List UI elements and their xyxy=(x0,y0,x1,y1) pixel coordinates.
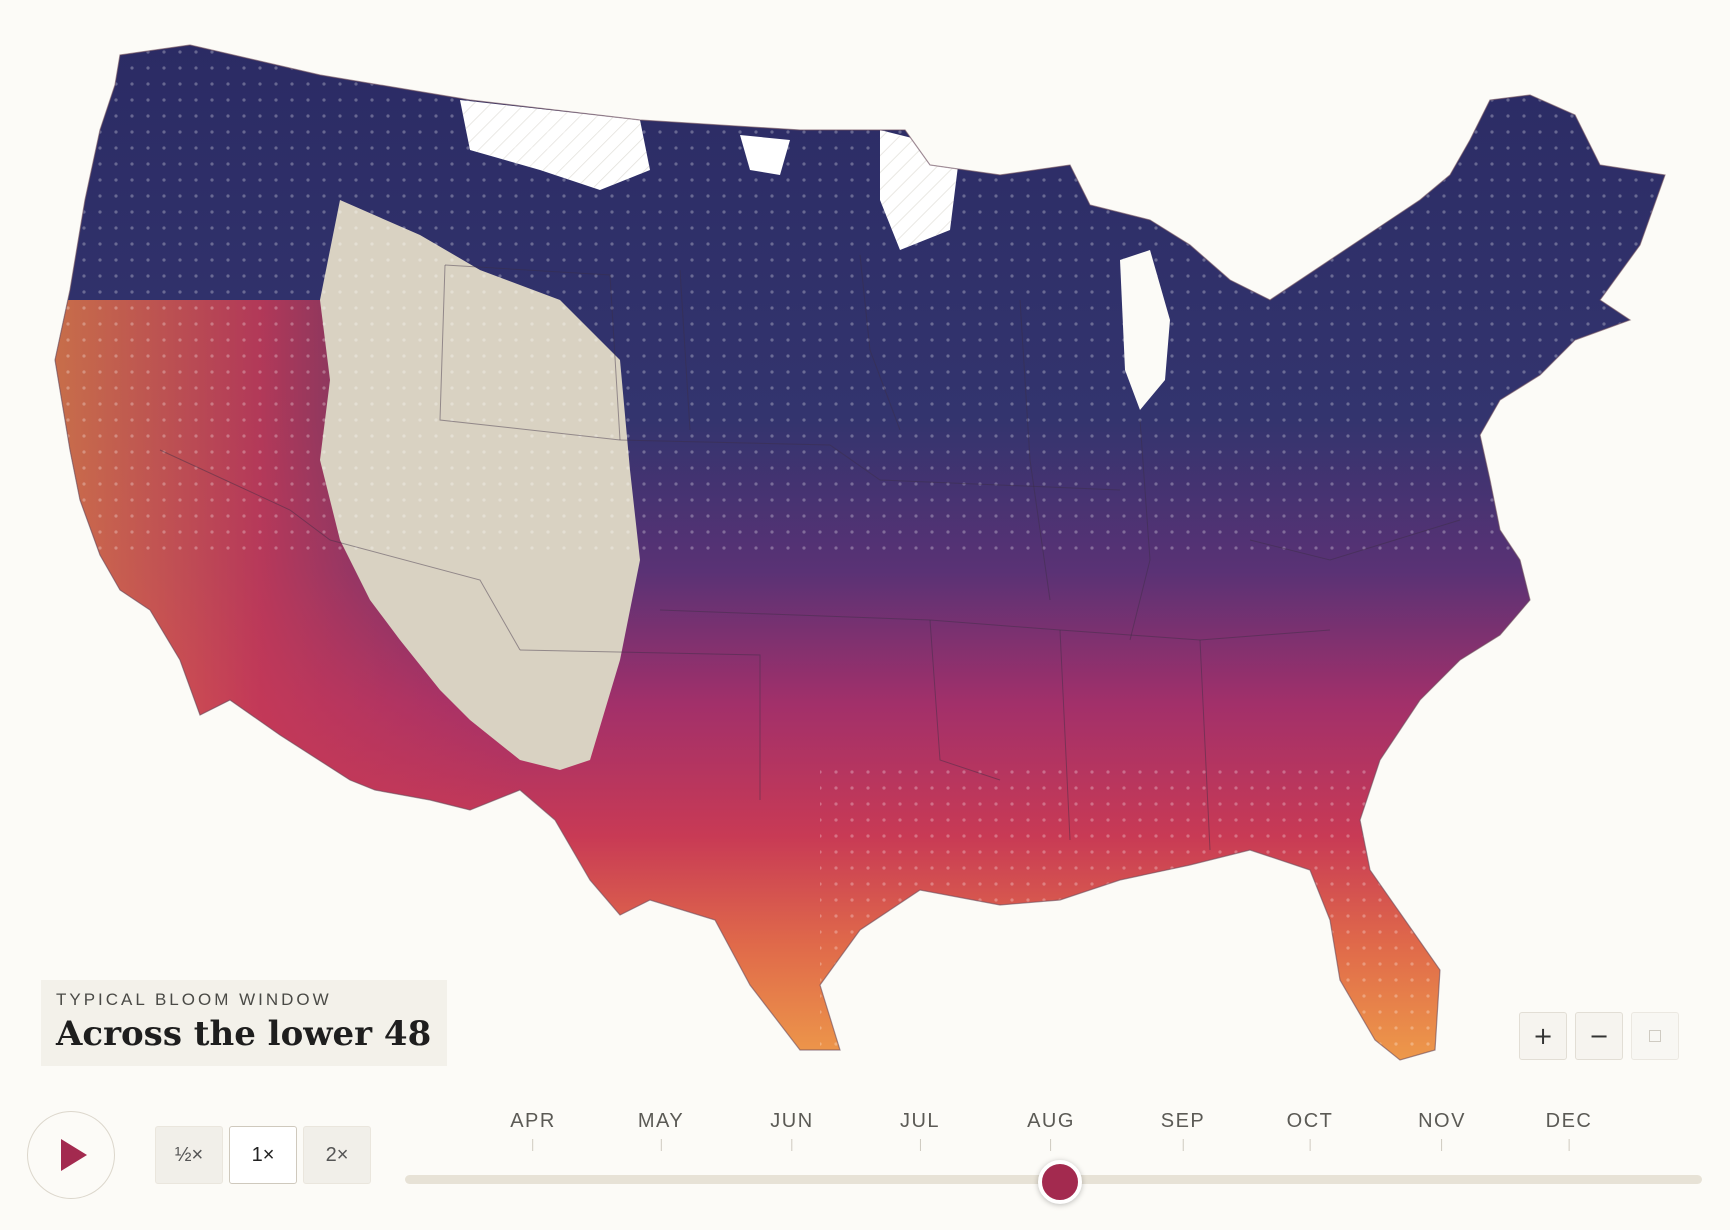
map-title-card: TYPICAL BLOOM WINDOW Across the lower 48 xyxy=(41,980,448,1066)
speed-selector: ½× 1× 2× xyxy=(155,1126,371,1184)
map-kicker: TYPICAL BLOOM WINDOW xyxy=(56,990,332,1009)
zoom-in-button[interactable]: + xyxy=(1519,1012,1567,1060)
play-icon xyxy=(61,1139,87,1171)
month-tick xyxy=(660,1139,662,1151)
month-label: SEP xyxy=(1160,1110,1206,1132)
map-title: Across the lower 48 xyxy=(56,1014,432,1054)
month-oct[interactable]: OCT xyxy=(1287,1110,1334,1151)
timeline-handle[interactable] xyxy=(1038,1160,1082,1204)
month-dec[interactable]: DEC xyxy=(1546,1110,1593,1151)
month-nov[interactable]: NOV xyxy=(1418,1110,1466,1151)
month-apr[interactable]: APR xyxy=(510,1110,556,1151)
month-label: JUN xyxy=(770,1110,814,1132)
month-aug[interactable]: AUG xyxy=(1027,1110,1075,1151)
month-tick xyxy=(919,1139,921,1151)
month-tick xyxy=(1182,1139,1184,1151)
month-tick xyxy=(1568,1139,1570,1151)
speed-1x-button[interactable]: 1× xyxy=(229,1126,297,1184)
state-borders xyxy=(159,254,1461,851)
reset-view-button[interactable] xyxy=(1631,1012,1679,1060)
month-label: AUG xyxy=(1027,1110,1075,1132)
month-may[interactable]: MAY xyxy=(638,1110,684,1151)
month-label: JUL xyxy=(899,1110,941,1132)
month-tick xyxy=(791,1139,793,1151)
month-label: APR xyxy=(510,1110,556,1132)
month-jul[interactable]: JUL xyxy=(900,1110,940,1151)
us-map xyxy=(54,44,1666,1061)
month-timeline: APR MAY JUN JUL AUG SEP OCT NOV xyxy=(405,1110,1705,1220)
speed-2x-button[interactable]: 2× xyxy=(303,1126,371,1184)
month-jun[interactable]: JUN xyxy=(770,1110,813,1151)
month-label: NOV xyxy=(1418,1110,1466,1132)
month-tick xyxy=(1441,1139,1443,1151)
zoom-out-button[interactable]: − xyxy=(1575,1012,1623,1060)
month-label: OCT xyxy=(1286,1110,1334,1132)
speed-half-button[interactable]: ½× xyxy=(155,1126,223,1184)
reset-square-icon xyxy=(1649,1030,1661,1042)
month-sep[interactable]: SEP xyxy=(1161,1110,1206,1151)
month-tick xyxy=(1050,1139,1052,1151)
play-button[interactable] xyxy=(27,1111,115,1199)
zoom-controls: + − xyxy=(1519,1012,1679,1060)
map-canvas[interactable] xyxy=(0,0,1730,1100)
month-tick xyxy=(1309,1139,1311,1151)
month-label: DEC xyxy=(1545,1110,1593,1132)
month-label: MAY xyxy=(637,1110,685,1132)
month-tick xyxy=(532,1139,534,1151)
